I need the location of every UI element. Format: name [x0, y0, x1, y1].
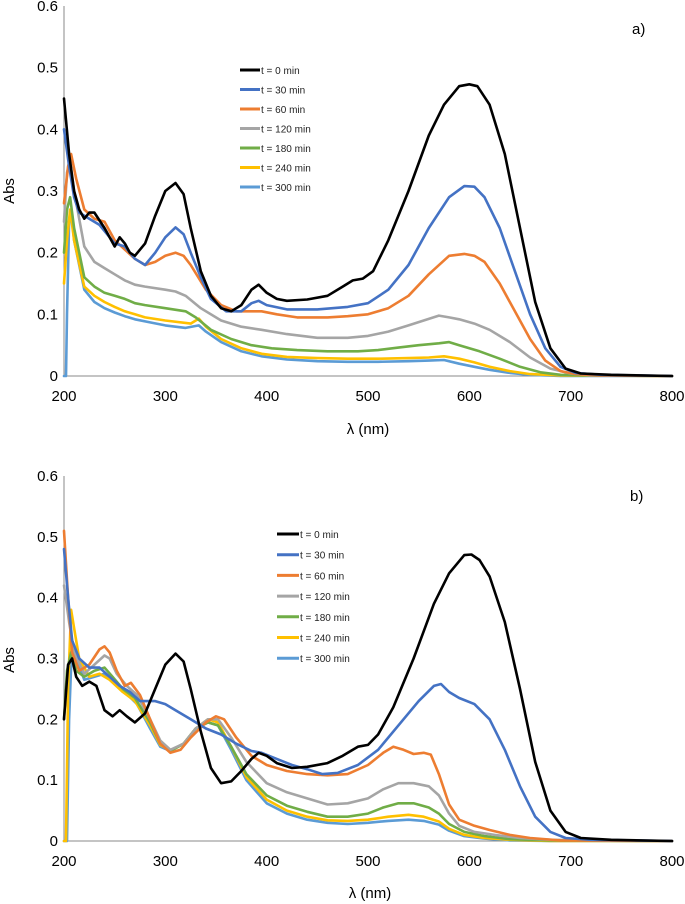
x-tick-label: 400	[254, 388, 279, 405]
y-tick-label: 0	[50, 368, 58, 385]
x-tick-label: 600	[457, 388, 482, 405]
y-tick-label: 0.6	[37, 0, 58, 15]
legend-label: t = 120 min	[261, 125, 311, 136]
x-tick-label: 300	[153, 388, 178, 405]
legend-label: t = 0 min	[261, 66, 300, 77]
legend-label: t = 30 min	[261, 86, 305, 97]
y-tick-label: 0.1	[37, 772, 58, 789]
x-tick-label: 500	[355, 853, 380, 870]
y-tick-label: 0.2	[37, 711, 58, 728]
legend-label: t = 240 min	[300, 634, 350, 645]
series-line	[62, 158, 674, 378]
legend: t = 0 min t = 30 min t = 60 min t = 120 min…	[277, 530, 350, 665]
series-line	[62, 651, 674, 843]
series-line	[62, 128, 674, 378]
legend: t = 0 min t = 30 min t = 60 min t = 120 min…	[240, 66, 311, 194]
x-tick-label: 400	[254, 853, 279, 870]
y-tick-label: 0.1	[37, 306, 58, 323]
x-tick-label: 700	[558, 853, 583, 870]
y-tick-label: 0.4	[37, 121, 58, 138]
legend-label: t = 0 min	[300, 530, 339, 541]
series-lines	[62, 529, 674, 843]
y-tick-label: 0.3	[37, 651, 58, 668]
panel-label: b)	[630, 488, 643, 505]
series-line	[62, 195, 674, 378]
y-axis-title: Abs	[1, 647, 18, 673]
panel-label: a)	[632, 21, 645, 38]
legend-label: t = 240 min	[261, 164, 311, 175]
series-line	[62, 553, 674, 843]
legend-label: t = 60 min	[300, 571, 344, 582]
x-tick-label: 800	[659, 853, 684, 870]
y-tick-label: 0.3	[37, 183, 58, 200]
y-axis-title: Abs	[1, 178, 18, 204]
legend-label: t = 180 min	[261, 144, 311, 155]
tick-labels: 0 0.1 0.2 0.3 0.4 0.5 0.6 200 300 400 500 600 700 800	[37, 468, 684, 870]
series-line	[62, 639, 674, 843]
series-line	[62, 152, 674, 378]
series-line	[62, 608, 674, 843]
x-tick-label: 300	[153, 853, 178, 870]
legend-label: t = 60 min	[261, 105, 305, 116]
series-line	[62, 83, 674, 378]
x-tick-label: 500	[355, 388, 380, 405]
y-tick-label: 0.6	[37, 468, 58, 485]
y-tick-label: 0.5	[37, 60, 58, 77]
y-tick-label: 0.4	[37, 590, 58, 607]
legend-label: t = 300 min	[300, 654, 350, 665]
series-line	[62, 529, 674, 843]
x-tick-label: 200	[51, 853, 76, 870]
legend-label: t = 180 min	[300, 613, 350, 624]
chart-panel-b: 0 0.1 0.2 0.3 0.4 0.5 0.6 200 300 400 500 600 700 800…	[1, 468, 685, 902]
legend-label: t = 120 min	[300, 592, 350, 603]
x-tick-label: 200	[51, 388, 76, 405]
y-tick-label: 0.2	[37, 245, 58, 262]
y-tick-label: 0.5	[37, 529, 58, 546]
legend-label: t = 30 min	[300, 551, 344, 562]
x-axis-title: λ (nm)	[347, 421, 390, 438]
x-tick-label: 800	[659, 388, 684, 405]
y-tick-label: 0	[50, 833, 58, 850]
x-tick-label: 600	[457, 853, 482, 870]
series-lines	[62, 83, 674, 378]
series-line	[62, 208, 674, 378]
tick-labels: 0 0.1 0.2 0.3 0.4 0.5 0.6 200 300 400 500 600 700 800	[37, 0, 684, 405]
x-axis-title: λ (nm)	[349, 885, 392, 902]
chart-panel-a: 0 0.1 0.2 0.3 0.4 0.5 0.6 200 300 400 500 600 700 800…	[1, 0, 685, 438]
legend-label: t = 300 min	[261, 183, 311, 194]
series-line	[62, 584, 674, 843]
x-tick-label: 700	[558, 388, 583, 405]
series-line	[62, 547, 674, 843]
